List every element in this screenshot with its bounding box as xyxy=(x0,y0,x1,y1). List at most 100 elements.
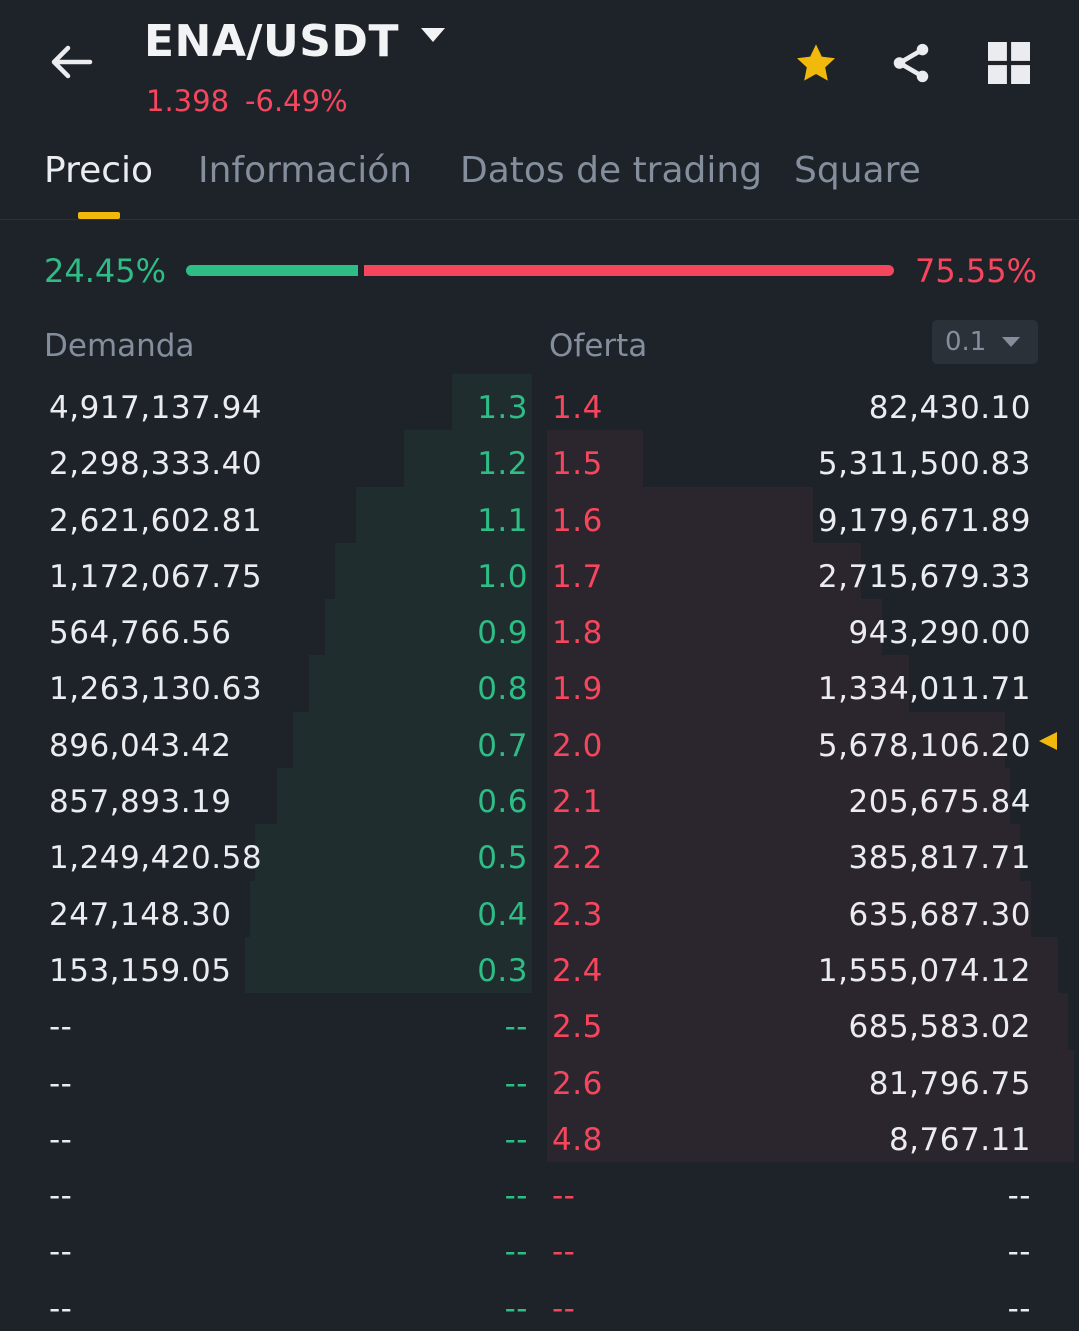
ask-price: 1.7 xyxy=(552,558,603,595)
order-book-row[interactable]: 1,172,067.75 1.0 1.7 2,715,679.33 xyxy=(0,542,1079,600)
bid-price: 0.6 xyxy=(477,784,528,821)
order-book-row[interactable]: -- -- -- -- xyxy=(0,1162,1079,1218)
ask-price: 1.9 xyxy=(552,671,603,708)
ask-depth-bar xyxy=(547,880,1031,937)
order-book-row[interactable]: -- -- 2.5 685,583.02 xyxy=(0,993,1079,1050)
order-book-row[interactable]: 1,263,130.63 0.8 1.9 1,334,011.71 xyxy=(0,655,1079,712)
ask-quantity: -- xyxy=(1007,1178,1031,1215)
order-book-row[interactable]: 2,298,333.40 1.2 1.5 5,311,500.83 xyxy=(0,430,1079,487)
bid-depth-bar xyxy=(356,486,532,543)
pair-selector[interactable]: ENA/USDT xyxy=(144,16,445,67)
bid-quantity: 857,893.19 xyxy=(49,784,232,821)
bid-ratio-percent: 24.45% xyxy=(44,252,167,290)
bid-depth-bar xyxy=(404,430,532,487)
bid-quantity: 2,298,333.40 xyxy=(49,446,263,483)
ask-quantity: 81,796.75 xyxy=(868,1065,1031,1102)
bid-quantity: -- xyxy=(49,1121,73,1158)
price-change: -6.49% xyxy=(245,84,348,118)
ask-price: 2.1 xyxy=(552,784,603,821)
precision-select[interactable]: 0.1 xyxy=(932,320,1038,364)
ask-quantity: 943,290.00 xyxy=(848,615,1031,652)
ask-quantity: 5,678,106.20 xyxy=(817,727,1031,764)
bid-depth-bar xyxy=(452,374,532,431)
ask-depth-bar xyxy=(547,711,1005,769)
ask-price: 2.0 xyxy=(552,727,603,764)
tab-bar: Precio Información Datos de trading Squa… xyxy=(0,130,1079,220)
bid-price: 0.8 xyxy=(477,671,528,708)
order-book: 4,917,137.94 1.3 1.4 82,430.10 2,298,333.40 1… xyxy=(0,374,1079,1331)
ask-price: 1.4 xyxy=(552,390,603,426)
ask-quantity: -- xyxy=(1007,1234,1031,1271)
bid-price: 0.9 xyxy=(477,615,528,652)
active-tab-indicator xyxy=(78,212,120,219)
ask-depth-bar xyxy=(547,1049,1074,1106)
tab-datos-de-trading[interactable]: Datos de trading xyxy=(460,150,763,191)
bid-price: -- xyxy=(504,1234,528,1271)
bid-quantity: 1,172,067.75 xyxy=(49,558,263,595)
ask-depth-bar xyxy=(547,936,1058,994)
bid-price: 1.0 xyxy=(477,558,528,595)
bid-price: 1.2 xyxy=(477,446,528,483)
ask-quantity: 635,687.30 xyxy=(848,896,1031,933)
bid-depth-bar xyxy=(325,599,532,656)
precision-value: 0.1 xyxy=(945,327,987,357)
ask-depth-bar xyxy=(547,768,1010,825)
ask-depth-bar xyxy=(547,1105,1074,1163)
tab-informacion[interactable]: Información xyxy=(198,150,413,191)
ask-depth-bar xyxy=(547,599,882,656)
tab-precio[interactable]: Precio xyxy=(44,150,154,191)
back-arrow-icon[interactable] xyxy=(46,42,96,82)
ask-quantity: 1,555,074.12 xyxy=(817,952,1031,989)
ask-quantity: 9,179,671.89 xyxy=(817,502,1031,539)
ask-price: 1.8 xyxy=(552,615,603,652)
order-book-row[interactable]: -- -- -- -- xyxy=(0,1218,1079,1274)
ask-depth-bar xyxy=(547,655,909,712)
share-icon[interactable] xyxy=(888,40,934,86)
order-book-row[interactable]: 564,766.56 0.9 1.8 943,290.00 xyxy=(0,599,1079,656)
bid-price: 1.1 xyxy=(477,502,528,539)
ask-quantity: 1,334,011.71 xyxy=(817,671,1031,708)
ask-quantity: 82,430.10 xyxy=(868,390,1031,426)
ask-price: 1.5 xyxy=(552,446,603,483)
bid-price: -- xyxy=(504,1121,528,1158)
star-icon[interactable] xyxy=(792,40,840,88)
bid-quantity: -- xyxy=(49,1234,73,1271)
ask-ratio-percent: 75.55% xyxy=(914,252,1037,290)
bid-depth-bar xyxy=(293,711,532,769)
ask-price: 2.4 xyxy=(552,952,603,989)
bid-quantity: 2,621,602.81 xyxy=(49,502,263,539)
bid-depth-bar xyxy=(277,768,532,825)
bid-quantity: 247,148.30 xyxy=(49,896,232,933)
bid-price: -- xyxy=(504,1065,528,1102)
order-book-row[interactable]: 857,893.19 0.6 2.1 205,675.84 xyxy=(0,768,1079,825)
order-book-row[interactable]: 2,621,602.81 1.1 1.6 9,179,671.89 xyxy=(0,486,1079,543)
bid-quantity: -- xyxy=(49,1290,73,1327)
order-book-row[interactable]: 896,043.42 0.7 2.0 5,678,106.20 xyxy=(0,711,1079,769)
chevron-down-icon xyxy=(420,27,445,42)
ratio-bar-ask xyxy=(364,265,894,276)
ask-depth-bar xyxy=(547,993,1068,1050)
tab-square[interactable]: Square xyxy=(794,150,921,191)
ask-column-label: Oferta xyxy=(549,328,648,364)
order-book-row[interactable]: 1,249,420.58 0.5 2.2 385,817.71 xyxy=(0,824,1079,881)
bid-quantity: 4,917,137.94 xyxy=(49,390,263,426)
ask-depth-bar xyxy=(547,430,643,487)
ask-price: 2.3 xyxy=(552,896,603,933)
ask-quantity: 385,817.71 xyxy=(848,840,1031,877)
order-book-row[interactable]: -- -- -- -- xyxy=(0,1275,1079,1331)
ask-price: 2.2 xyxy=(552,840,603,877)
order-book-row[interactable]: 153,159.05 0.3 2.4 1,555,074.12 xyxy=(0,936,1079,994)
order-book-row[interactable]: 4,917,137.94 1.3 1.4 82,430.10 xyxy=(0,374,1079,431)
bid-quantity: -- xyxy=(49,1178,73,1215)
order-book-row[interactable]: -- -- 4.8 8,767.11 xyxy=(0,1105,1079,1163)
bid-depth-bar xyxy=(250,880,532,937)
ask-quantity: 685,583.02 xyxy=(848,1009,1031,1046)
order-book-row[interactable]: -- -- 2.6 81,796.75 xyxy=(0,1049,1079,1106)
price-row: 1.398 -6.49% xyxy=(146,84,348,118)
last-price: 1.398 xyxy=(146,84,230,118)
bid-price: -- xyxy=(504,1290,528,1327)
bid-column-label: Demanda xyxy=(44,328,195,364)
order-marker-icon xyxy=(1039,731,1057,750)
order-book-row[interactable]: 247,148.30 0.4 2.3 635,687.30 xyxy=(0,880,1079,937)
grid-icon[interactable] xyxy=(988,42,1030,84)
